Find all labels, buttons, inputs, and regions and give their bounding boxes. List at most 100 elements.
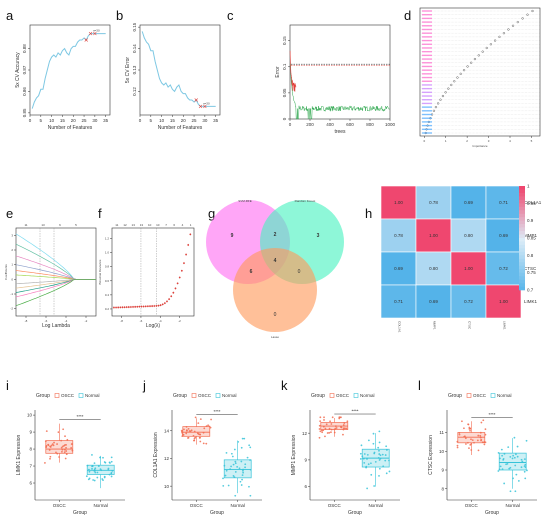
panel-letter-k: k — [281, 378, 288, 393]
top-tick-label: 11 — [24, 223, 27, 227]
sample-point — [505, 463, 507, 466]
x-tick-label: 30 — [202, 118, 208, 123]
y-tick-label: 12 — [302, 431, 308, 436]
sample-point — [102, 456, 104, 459]
y-tick-label: 0 — [11, 277, 13, 281]
heatmap-cell — [380, 218, 417, 253]
sample-point — [520, 458, 523, 461]
sample-point — [503, 452, 506, 455]
colorbar-segment — [519, 238, 525, 242]
heatmap-value: 0.78 — [429, 200, 438, 205]
y-tick-label: 0.13 — [132, 65, 137, 74]
colorbar-segment — [519, 244, 525, 249]
sample-point — [319, 416, 322, 419]
deviance-point — [153, 305, 156, 307]
x-axis-label: Group — [73, 510, 87, 516]
heatmap-row-label: CTSC — [524, 266, 537, 271]
sample-point — [109, 462, 111, 464]
sample-point — [373, 451, 376, 454]
y-tick-label: 10 — [439, 449, 445, 454]
sample-point — [49, 457, 51, 460]
heatmap-cell — [485, 185, 522, 220]
colorbar-tick-label: 0.95 — [527, 201, 536, 206]
y-tick-label: 3 — [11, 233, 13, 237]
feature-name-mark — [422, 69, 432, 71]
sample-point — [236, 466, 239, 468]
sample-point — [479, 434, 482, 437]
sample-point — [461, 420, 463, 423]
x-tick-label: -8 — [120, 319, 123, 323]
sample-point — [320, 429, 323, 432]
importance-point — [470, 61, 473, 64]
x-tick-label: 4 — [509, 139, 511, 143]
x-tick-label: 35 — [213, 118, 219, 123]
importance-point — [453, 80, 456, 83]
panel-j: Group OSCC Normal 10 12 14 COL1A1 Expression Gr… — [153, 393, 262, 516]
x-tick-label: 3 — [488, 139, 490, 143]
sample-point — [53, 441, 55, 444]
deviance-point — [159, 304, 162, 307]
sample-point — [225, 451, 228, 454]
importance-point — [447, 87, 450, 90]
colorbar-segment — [519, 276, 525, 280]
venn-circle-lasso — [233, 248, 317, 332]
sample-point — [111, 469, 114, 472]
deviance-point — [125, 306, 128, 309]
sample-point — [319, 420, 322, 423]
feature-name-mark — [422, 21, 432, 23]
y-tick-label: 8 — [29, 447, 32, 452]
sample-point — [194, 416, 197, 419]
importance-point — [450, 83, 453, 87]
sample-point — [381, 453, 384, 456]
x-tick-label: -2 — [85, 319, 88, 323]
y-tick-label: 0.6 — [105, 279, 110, 283]
colorbar-segment — [519, 231, 525, 235]
sample-point — [107, 467, 110, 470]
sample-point — [501, 454, 504, 457]
sample-point — [382, 465, 385, 468]
x-axis-label: Number of Features — [158, 125, 203, 131]
oob-early-series — [289, 50, 297, 92]
sample-point — [479, 436, 482, 439]
heatmap-col-label: MMP1 — [433, 321, 437, 330]
sample-point — [515, 453, 517, 456]
sample-point — [44, 462, 46, 464]
sample-point — [467, 423, 470, 426]
x-tick-label: Normal — [230, 503, 245, 508]
sample-point — [516, 455, 519, 458]
deviance-point — [185, 253, 187, 256]
sample-point — [342, 433, 344, 436]
sample-point — [88, 468, 90, 471]
sample-point — [480, 421, 483, 424]
sample-point — [91, 465, 93, 468]
y-tick-label: 0.85 — [22, 108, 27, 117]
sample-point — [333, 428, 336, 431]
x-tick-label: 5 — [531, 139, 533, 143]
sample-point — [199, 436, 202, 439]
sample-point — [66, 438, 69, 441]
colorbar-tick-label: 0.9 — [527, 218, 534, 223]
sample-point — [93, 462, 96, 465]
heatmap-value: 0.80 — [464, 233, 473, 238]
sample-point — [62, 428, 65, 431]
sample-point — [367, 439, 370, 442]
sample-point — [234, 471, 237, 473]
x-tick-label: 1 — [445, 139, 447, 143]
sample-point — [365, 465, 368, 468]
colorbar-segment — [519, 206, 525, 211]
importance-point — [462, 69, 466, 72]
heatmap-col-label: LIMK1 — [503, 321, 507, 330]
deviance-point — [127, 306, 130, 308]
sample-point — [362, 457, 365, 460]
sample-point — [249, 459, 251, 461]
y-tick-label: 0.2 — [105, 307, 110, 311]
feature-name-mark — [422, 47, 432, 49]
x-tick-label: 0 — [423, 139, 425, 143]
colorbar-segment — [519, 189, 525, 194]
sample-point — [385, 472, 388, 475]
y-tick-label: 0.12 — [132, 87, 137, 96]
panel-letter-f: f — [98, 206, 102, 221]
sample-point — [468, 426, 471, 429]
feature-name-mark — [422, 106, 432, 108]
importance-point — [444, 91, 447, 94]
